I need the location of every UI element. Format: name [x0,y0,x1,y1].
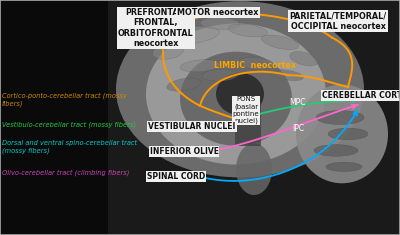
Ellipse shape [116,1,364,177]
Text: IPC: IPC [292,124,304,133]
Text: CEREBELLAR CORTEX: CEREBELLAR CORTEX [322,91,400,100]
Ellipse shape [228,24,268,37]
Text: PONS
(baslar
pontine
nuclei): PONS (baslar pontine nuclei) [233,96,259,125]
Text: PARIETAL/TEMPORAL/
OCCIPITAL neocortex: PARIETAL/TEMPORAL/ OCCIPITAL neocortex [290,12,386,31]
Text: Cortico-ponto-cerebellar tract (mossy
fibers): Cortico-ponto-cerebellar tract (mossy fi… [2,93,127,107]
Ellipse shape [180,60,220,72]
Ellipse shape [200,18,240,29]
Ellipse shape [153,44,183,59]
Ellipse shape [167,78,201,91]
Bar [235,103,261,146]
Ellipse shape [236,143,272,195]
Text: SPINAL CORD: SPINAL CORD [147,172,205,181]
Ellipse shape [180,52,292,146]
Text: MPC: MPC [290,98,306,107]
Bar [108,0,400,235]
Ellipse shape [328,128,368,140]
Text: INFERIOR OLIVE: INFERIOR OLIVE [150,147,218,156]
Ellipse shape [261,35,299,50]
Ellipse shape [165,26,219,44]
Text: MOTOR neocortex: MOTOR neocortex [177,8,259,17]
Text: LIMBIC  neocortex: LIMBIC neocortex [214,61,296,70]
Ellipse shape [326,162,362,172]
Ellipse shape [202,69,238,81]
Ellipse shape [216,73,264,115]
Text: Olivo-cerebellar tract (climbing fibers): Olivo-cerebellar tract (climbing fibers) [2,169,129,176]
Ellipse shape [146,24,326,164]
Ellipse shape [273,70,303,81]
Text: VESTIBULAR NUCLEI: VESTIBULAR NUCLEI [148,122,236,131]
Ellipse shape [290,51,318,66]
Ellipse shape [314,145,358,156]
Text: Dorsal and ventral spino-cerebellar tract
(mossy fibers): Dorsal and ventral spino-cerebellar trac… [2,140,137,154]
Ellipse shape [296,85,388,183]
Ellipse shape [316,110,364,125]
Text: Vestibulo-cerebellar tract (mossy fibers): Vestibulo-cerebellar tract (mossy fibers… [2,121,136,128]
Text: PREFRONTAL,
FRONTAL,
ORBITOFRONTAL
neocortex: PREFRONTAL, FRONTAL, ORBITOFRONTAL neoco… [118,8,194,48]
Ellipse shape [238,57,274,70]
